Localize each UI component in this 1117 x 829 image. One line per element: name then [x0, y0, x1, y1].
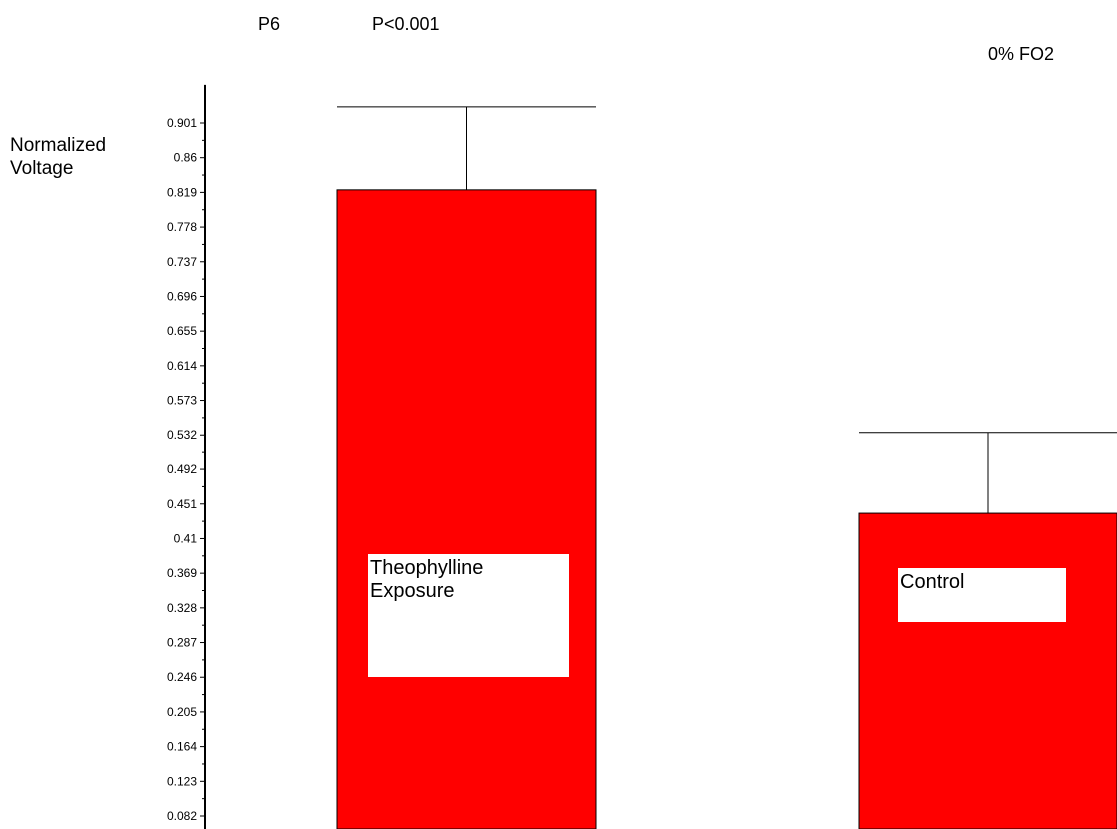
bar-category-label: Exposure [370, 580, 455, 602]
y-tick-label: 0.164 [167, 740, 197, 754]
bar [336, 189, 597, 829]
bar-label-box [368, 554, 569, 677]
y-tick-label: 0.492 [167, 462, 197, 476]
y-axis-title: Normalized Voltage [10, 134, 106, 180]
y-tick-label: 0.778 [167, 220, 197, 234]
y-tick-label: 0.205 [167, 705, 197, 719]
y-tick-label: 0.369 [167, 566, 197, 580]
y-axis-title-line-2: Voltage [10, 158, 74, 179]
y-tick-label: 0.655 [167, 324, 197, 338]
y-tick-label: 0.41 [174, 531, 198, 545]
y-tick-label: 0.819 [167, 185, 197, 199]
y-tick-label: 0.614 [167, 359, 197, 373]
y-tick-label: 0.246 [167, 670, 197, 684]
y-tick-label: 0.328 [167, 601, 197, 615]
bar [858, 512, 1117, 829]
y-tick-label: 0.123 [167, 774, 197, 788]
y-axis-title-line-1: Normalized [10, 135, 107, 156]
y-tick-label: 0.082 [167, 809, 197, 823]
y-tick-label: 0.573 [167, 394, 197, 408]
bar-label-box [898, 568, 1066, 622]
y-tick-label: 0.287 [167, 636, 197, 650]
p-value-label: P<0.001 [372, 14, 440, 34]
y-tick-label: 0.86 [174, 151, 198, 165]
y-tick-label: 0.532 [167, 428, 197, 442]
y-tick-label: 0.696 [167, 289, 197, 303]
y-tick-label: 0.451 [167, 497, 197, 511]
y-tick-label: 0.737 [167, 255, 197, 269]
y-tick-label: 0.901 [167, 116, 197, 130]
bar-category-label: Control [900, 571, 964, 593]
bar-category-label: Theophylline [370, 557, 483, 579]
age-label: P6 [258, 14, 281, 34]
condition-label: 0% FO2 [988, 44, 1055, 64]
